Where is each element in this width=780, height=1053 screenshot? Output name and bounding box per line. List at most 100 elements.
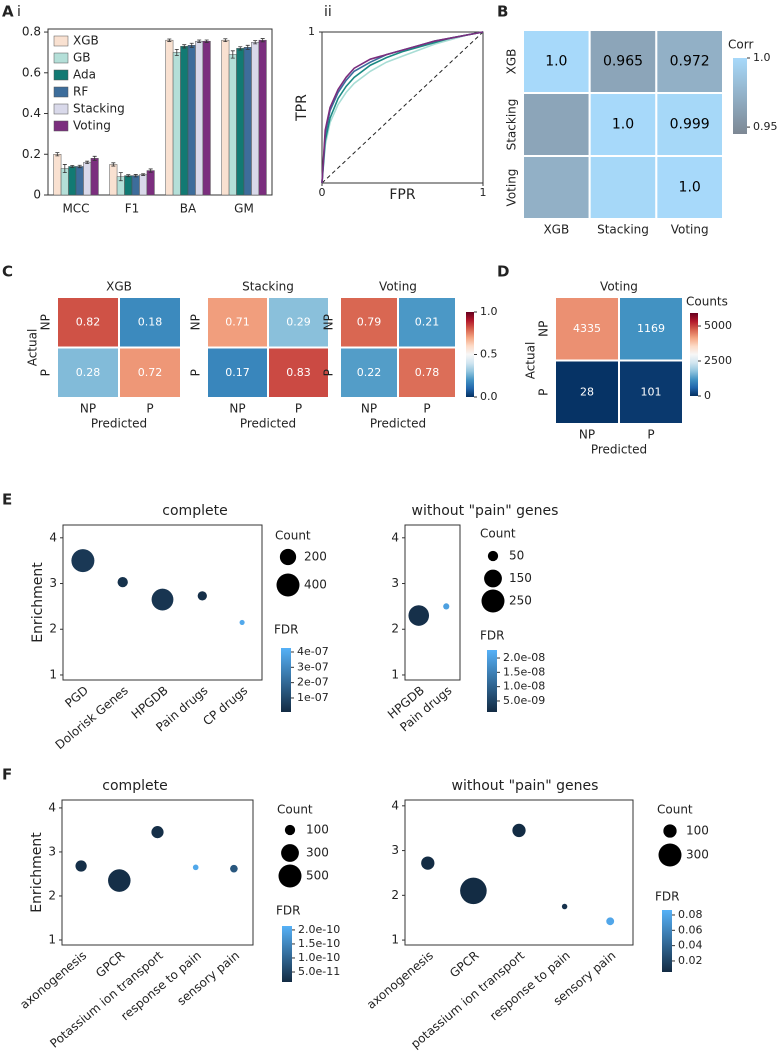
x-tick-label: GPCR	[93, 948, 127, 980]
size-legend-key	[484, 569, 502, 588]
heatmap-cell	[522, 155, 591, 220]
error-bar	[189, 42, 194, 48]
error-bar	[55, 152, 60, 157]
heatmap-cell	[588, 29, 658, 94]
error-bar	[133, 174, 138, 178]
colorbar-title: Counts	[686, 295, 728, 309]
error-bar	[70, 165, 75, 168]
y-tick-label: 4	[391, 530, 399, 544]
x-tick-label: XGB	[543, 223, 569, 237]
heatmap-cell	[118, 346, 182, 399]
x-tick-label: MCC	[62, 202, 89, 216]
bar	[124, 175, 133, 196]
x-tick-label: Voting	[671, 223, 709, 237]
x-tick-label: NP	[361, 402, 377, 416]
bar	[202, 40, 211, 196]
legend-swatch	[53, 69, 69, 81]
bubble	[151, 826, 164, 839]
y-tick-label: 0.2	[22, 147, 41, 161]
axes-frame	[47, 28, 273, 196]
colorbar-tick-label: 1.5e-10	[298, 937, 340, 950]
cell-label: 0.28	[76, 366, 101, 379]
bar	[90, 158, 99, 196]
chart-title: without "pain" genes	[412, 503, 559, 519]
bar	[195, 40, 204, 196]
y-axis-label: TPR	[294, 94, 310, 122]
cell-label: 4335	[573, 322, 601, 335]
y-tick-label: 2	[48, 888, 56, 902]
bubble	[421, 856, 435, 870]
colorbar	[733, 58, 747, 134]
colorbar-title: FDR	[274, 623, 298, 637]
cell-label: 0.22	[357, 366, 382, 379]
chart-title: XGB	[106, 280, 132, 294]
bubble	[192, 864, 199, 871]
y-tick-label: 1	[48, 932, 56, 946]
colorbar-title: FDR	[276, 904, 300, 918]
colorbar	[466, 312, 474, 397]
colorbar	[282, 926, 292, 982]
cell-label: 0.965	[603, 54, 643, 70]
y-tick-label: 1	[308, 25, 315, 38]
size-legend-title: Count	[657, 803, 693, 817]
bubble	[512, 823, 526, 838]
x-axis-label: Predicted	[370, 417, 426, 431]
legend-label: Voting	[73, 119, 111, 133]
y-tick-label: P	[189, 369, 203, 376]
bubble	[561, 903, 568, 910]
heatmap-cell	[655, 155, 724, 220]
chart-title: complete	[162, 503, 227, 519]
colorbar-tick-label: 1e-07	[297, 691, 329, 704]
subpanel-label: ii	[324, 4, 332, 20]
y-tick-label: 1	[49, 667, 57, 681]
x-tick-label: BA	[180, 202, 197, 216]
heatmap-cell	[618, 359, 684, 425]
panel-label: E	[2, 491, 12, 509]
y-tick-label: 3	[49, 576, 57, 590]
colorbar	[662, 910, 672, 972]
size-legend-label: 100	[686, 824, 709, 838]
error-bar	[111, 162, 116, 167]
x-tick-label: 0	[319, 186, 326, 199]
bubble	[408, 605, 430, 626]
y-tick-label: 3	[391, 843, 399, 857]
colorbar-title: FDR	[480, 629, 504, 643]
y-tick-label: NP	[39, 314, 53, 330]
cell-label: 0.72	[138, 366, 163, 379]
cell-label: 0.82	[76, 315, 101, 328]
bar	[146, 170, 155, 196]
y-tick-label: Voting	[505, 169, 519, 207]
colorbar-tick-label: 0	[704, 389, 711, 402]
bar	[187, 45, 196, 196]
size-legend-label: 150	[509, 571, 532, 585]
axes-frame	[321, 31, 484, 184]
x-tick-label: P	[146, 402, 153, 416]
colorbar-tick-label: 1.0e-08	[503, 680, 545, 693]
legend-swatch	[53, 86, 69, 98]
error-bar	[148, 168, 153, 173]
y-tick-label: NP	[322, 314, 336, 330]
panel-label: D	[497, 263, 509, 281]
heatmap-cell	[588, 155, 658, 220]
colorbar-tick-label: 2.0e-08	[503, 651, 545, 664]
chance-line	[321, 31, 484, 184]
colorbar-title: FDR	[655, 890, 679, 904]
y-tick-label: P	[322, 369, 336, 376]
colorbar-tick-label: 1.0e-10	[298, 951, 340, 964]
heatmap-cell	[267, 346, 330, 399]
heatmap-cell	[206, 296, 269, 349]
bar	[83, 162, 92, 196]
size-legend-label: 400	[304, 578, 327, 592]
error-bar	[174, 48, 179, 56]
colorbar	[281, 648, 291, 712]
heatmap-cell	[397, 346, 457, 399]
error-bar	[182, 44, 187, 49]
size-legend-key	[658, 843, 682, 867]
x-tick-label: PGD	[62, 683, 91, 710]
bar	[258, 39, 267, 196]
heatmap-cell	[56, 296, 120, 349]
x-axis-label: FPR	[389, 187, 415, 203]
bubble	[606, 917, 615, 926]
y-tick-label: XGB	[505, 49, 519, 75]
heatmap-cell	[339, 346, 399, 399]
